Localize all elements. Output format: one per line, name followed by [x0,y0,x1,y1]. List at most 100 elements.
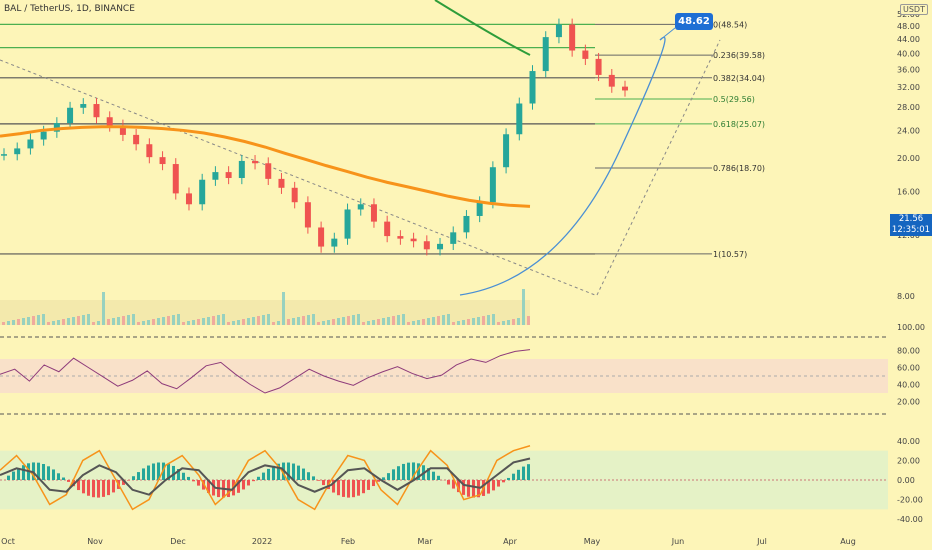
x-axis-tick-label: Aug [840,537,856,546]
volume-bar [227,322,230,325]
candle-body [14,148,21,155]
oscillator-histogram-bar [7,475,10,480]
volume-bar [462,320,465,325]
candle-body [542,37,549,72]
candle-body [159,157,166,165]
oscillator-histogram-bar [262,472,265,480]
oscillator-histogram-bar [322,480,325,486]
volume-bar [337,318,340,325]
oscillator-histogram-bar [157,462,160,480]
oscillator-histogram-bar [437,475,440,480]
volume-bar [177,314,180,325]
volume-bar [327,320,330,325]
volume-bar [432,317,435,325]
volume-bar [402,314,405,325]
volume-bar [162,317,165,325]
oscillator-histogram-bar [372,480,375,487]
candle-body [318,227,325,247]
candle-body [582,50,589,59]
candle-body [437,243,444,250]
volume-bar [342,317,345,325]
x-axis-tick-label: May [584,537,601,546]
oscillator-histogram-bar [52,469,55,480]
bar-countdown: 12:35:01 [891,225,931,235]
oscillator-histogram-bar [347,480,350,498]
volume-bar [282,292,285,325]
volume-bar [387,317,390,325]
oscillator-histogram-bar [497,480,500,487]
candle-body [529,71,536,104]
volume-bar [132,314,135,325]
volume-bar [102,292,105,325]
oscillator-histogram-bar [247,480,250,486]
oscillator-histogram-bar [102,480,105,497]
volume-bar [512,319,515,325]
volume-bar [312,314,315,325]
fib-level-label: 0.618(25.07) [713,120,765,129]
candle-body [450,232,457,244]
volume-bar [367,321,370,325]
oscillator-histogram-bar [397,466,400,480]
oscillator-histogram-bar [287,462,290,480]
volume-bar [412,321,415,325]
oscillator-axis-label: -40.00 [897,515,923,524]
candle-body [40,131,47,140]
oscillator-histogram-bar [272,465,275,480]
x-axis-tick-label: Feb [341,537,355,546]
oscillator-histogram-bar [332,480,335,493]
candle-body [608,74,615,87]
volume-bar [77,316,80,325]
oscillator-histogram-bar [487,480,490,494]
y-axis-tick-label: 32.00 [897,83,920,92]
x-axis-tick-label: Apr [503,537,518,546]
volume-bar [147,320,150,325]
volume-bar [252,317,255,325]
x-axis-tick-label: Jul [756,537,767,546]
x-axis-tick-label: Nov [87,537,103,546]
volume-bar [92,322,95,325]
volume-bar [267,314,270,325]
oscillator-histogram-bar [502,480,505,483]
oscillator-histogram-bar [47,466,50,480]
volume-bar [137,322,140,325]
volume-bar [202,318,205,325]
oscillator-histogram-bar [212,480,215,496]
fib-level-label: 0.382(34.04) [713,74,765,83]
volume-bar [22,318,25,325]
oscillator-histogram-bar [432,471,435,480]
oscillator-histogram-bar [207,480,210,493]
currency-badge[interactable]: USDT [900,4,928,15]
volume-bar [352,315,355,325]
volume-bar [37,315,40,325]
oscillator-histogram-bar [267,468,270,480]
volume-bar [42,314,45,325]
candle-body [146,144,153,158]
volume-bar [272,322,275,325]
price-callout: 48.62 [675,13,713,30]
volume-bar [232,321,235,325]
volume-bar [262,315,265,325]
oscillator-histogram-bar [57,473,60,480]
last-price: 21.56 [898,214,924,224]
candle-body [27,139,34,149]
oscillator-histogram-bar [457,480,460,493]
oscillator-line [0,457,531,496]
oscillator-histogram-bar [137,472,140,480]
oscillator-histogram-bar [507,477,510,480]
volume-bar [417,320,420,325]
candle-body [185,193,192,205]
candle-body [106,117,113,126]
oscillator-histogram-bar [97,480,100,498]
oscillator-histogram-bar [312,476,315,480]
volume-bar [442,315,445,325]
volume-bar [422,319,425,325]
volume-bar [87,314,90,325]
volume-bar [27,317,30,325]
volume-bar [17,319,20,325]
volume-bar [332,319,335,325]
candle-body [357,204,364,210]
oscillator-histogram-bar [82,480,85,494]
x-axis-tick-label: Oct [1,537,15,546]
oscillator-histogram-bar [362,480,365,494]
